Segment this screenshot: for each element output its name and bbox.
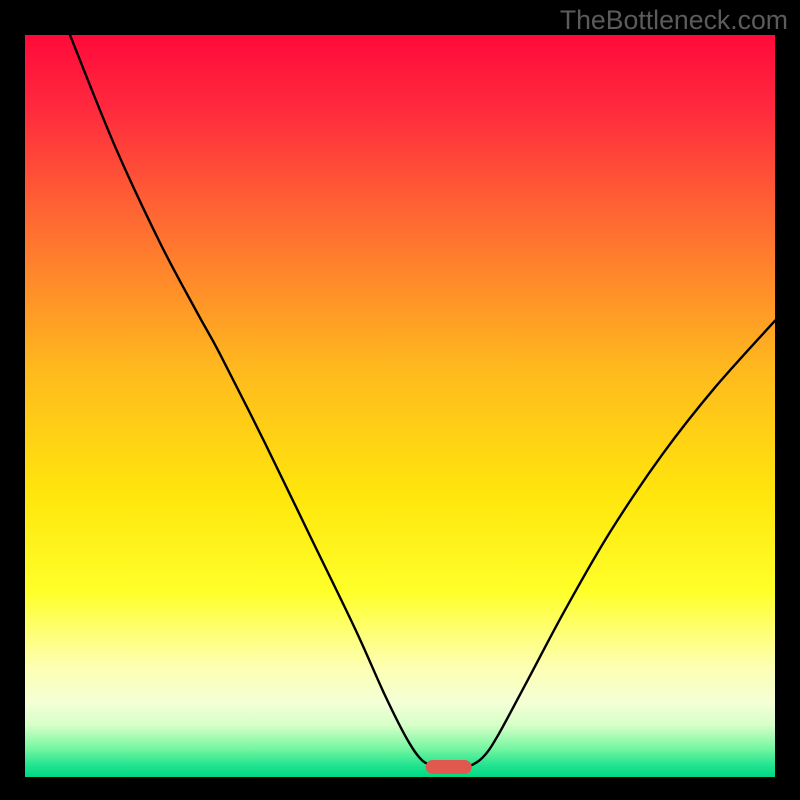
bottleneck-curve bbox=[25, 35, 775, 777]
watermark-text: TheBottleneck.com bbox=[560, 5, 788, 36]
plot-area bbox=[25, 35, 775, 777]
minimum-marker bbox=[426, 760, 473, 774]
